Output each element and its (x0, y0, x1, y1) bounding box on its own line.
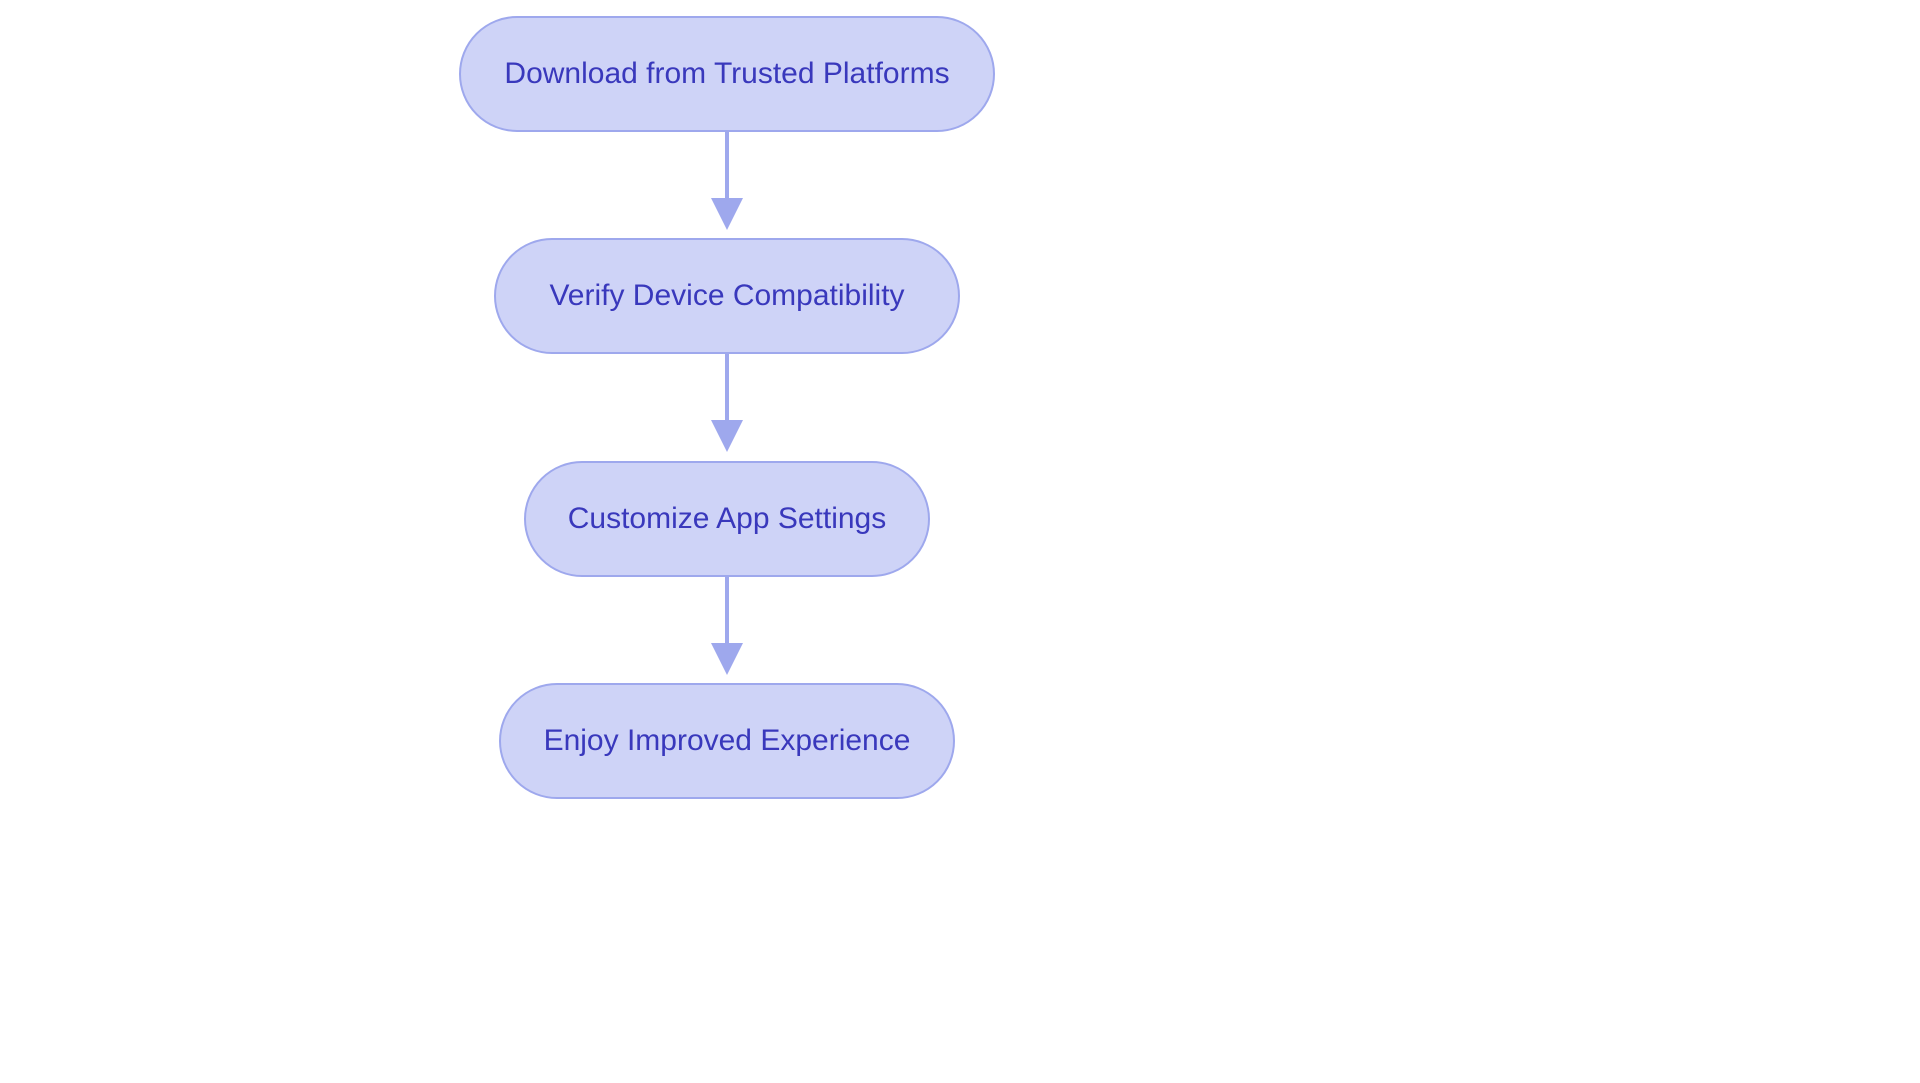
flowchart-node-label: Enjoy Improved Experience (544, 724, 911, 758)
flowchart-arrows (0, 0, 1920, 1083)
flowchart-node: Verify Device Compatibility (494, 238, 960, 354)
flowchart-node-label: Customize App Settings (568, 502, 887, 536)
flowchart-node-label: Verify Device Compatibility (549, 279, 904, 313)
flowchart-node: Download from Trusted Platforms (459, 16, 995, 132)
flowchart-node-label: Download from Trusted Platforms (504, 57, 949, 91)
flowchart-node: Customize App Settings (524, 461, 930, 577)
flowchart-node: Enjoy Improved Experience (499, 683, 955, 799)
flowchart-canvas: Download from Trusted Platforms Verify De… (0, 0, 1920, 1083)
